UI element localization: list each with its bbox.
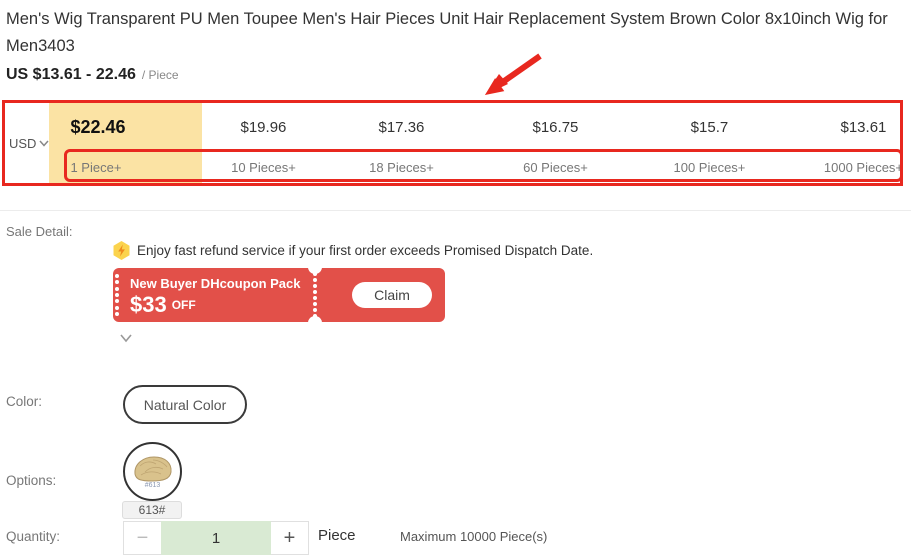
tier-qty: 18 Pieces+	[369, 159, 434, 175]
coupon-title: New Buyer DHcoupon Pack	[130, 276, 301, 291]
coupon-off-label: OFF	[171, 298, 196, 312]
tier-price: $17.36	[378, 118, 425, 136]
tier-qty: 60 Pieces+	[523, 159, 588, 175]
coupon-amount: $33 OFF	[130, 292, 196, 318]
lightning-icon	[113, 241, 130, 260]
tier-price: $22.46	[70, 116, 126, 137]
quantity-label: Quantity:	[6, 529, 61, 544]
tier-cell: $16.75 60 Pieces+	[478, 103, 632, 183]
tier-cell: $15.7 100 Pieces+	[632, 103, 786, 183]
tier-cell-selected: $22.46 1 Piece+	[49, 103, 203, 183]
swatch-caption: #613	[144, 482, 161, 489]
tier-qty: 1 Piece+	[70, 159, 122, 175]
coupon-notch-top	[308, 260, 322, 274]
tier-qty: 1000 Pieces+	[823, 159, 903, 175]
swatch-tooltip: 613#	[122, 501, 182, 519]
tier-qty: 100 Pieces+	[673, 159, 746, 175]
wig-thumbnail-image	[133, 456, 172, 482]
color-option-label: Natural Color	[143, 396, 227, 413]
claim-button[interactable]: Claim	[352, 282, 432, 308]
quantity-increase-button[interactable]: +	[271, 521, 309, 555]
section-divider	[0, 210, 911, 211]
refund-notice-text: Enjoy fast refund service if your first …	[137, 243, 594, 258]
option-swatch-613[interactable]: #613	[123, 442, 182, 501]
price-range-value: US $13.61 - 22.46	[6, 66, 136, 83]
tier-cell: $17.36 18 Pieces+	[324, 103, 478, 183]
coupon-divider-dots	[313, 272, 317, 318]
tier-price: $13.61	[840, 118, 887, 136]
quantity-input[interactable]	[161, 521, 271, 555]
tier-price: $15.7	[690, 118, 729, 136]
coupon-notch-bottom	[308, 316, 322, 330]
tier-cell: $13.61 1000 Pieces+	[786, 103, 903, 183]
currency-selector[interactable]: USD	[5, 103, 50, 183]
options-label: Options:	[6, 473, 57, 488]
coupon-amount-value: $33	[130, 292, 167, 317]
sale-detail-label: Sale Detail:	[6, 224, 73, 239]
tier-price: $19.96	[240, 118, 287, 136]
quantity-unit: Piece	[318, 527, 356, 544]
coupon-perforation	[115, 274, 119, 316]
quantity-stepper: − +	[123, 521, 309, 555]
tier-price: $16.75	[532, 118, 579, 136]
price-unit: / Piece	[141, 68, 179, 82]
tier-qty: 10 Pieces+	[231, 159, 296, 175]
price-tier-table: USD $22.46 1 Piece+ $19.96 10 Pieces+ $1…	[2, 100, 903, 186]
price-range: US $13.61 - 22.46 / Piece	[6, 66, 179, 84]
chevron-down-icon	[39, 140, 50, 147]
color-option-natural[interactable]: Natural Color	[123, 385, 247, 424]
color-label: Color:	[6, 394, 43, 409]
expand-chevron-icon[interactable]	[118, 331, 134, 345]
quantity-decrease-button[interactable]: −	[123, 521, 161, 555]
currency-label: USD	[9, 135, 37, 151]
tier-cell: $19.96 10 Pieces+	[202, 103, 324, 183]
coupon-ticket: New Buyer DHcoupon Pack $33 OFF Claim	[113, 260, 445, 330]
refund-notice-row: Enjoy fast refund service if your first …	[113, 241, 593, 260]
product-title: Men's Wig Transparent PU Men Toupee Men'…	[6, 10, 888, 55]
quantity-max-note: Maximum 10000 Piece(s)	[400, 529, 548, 544]
